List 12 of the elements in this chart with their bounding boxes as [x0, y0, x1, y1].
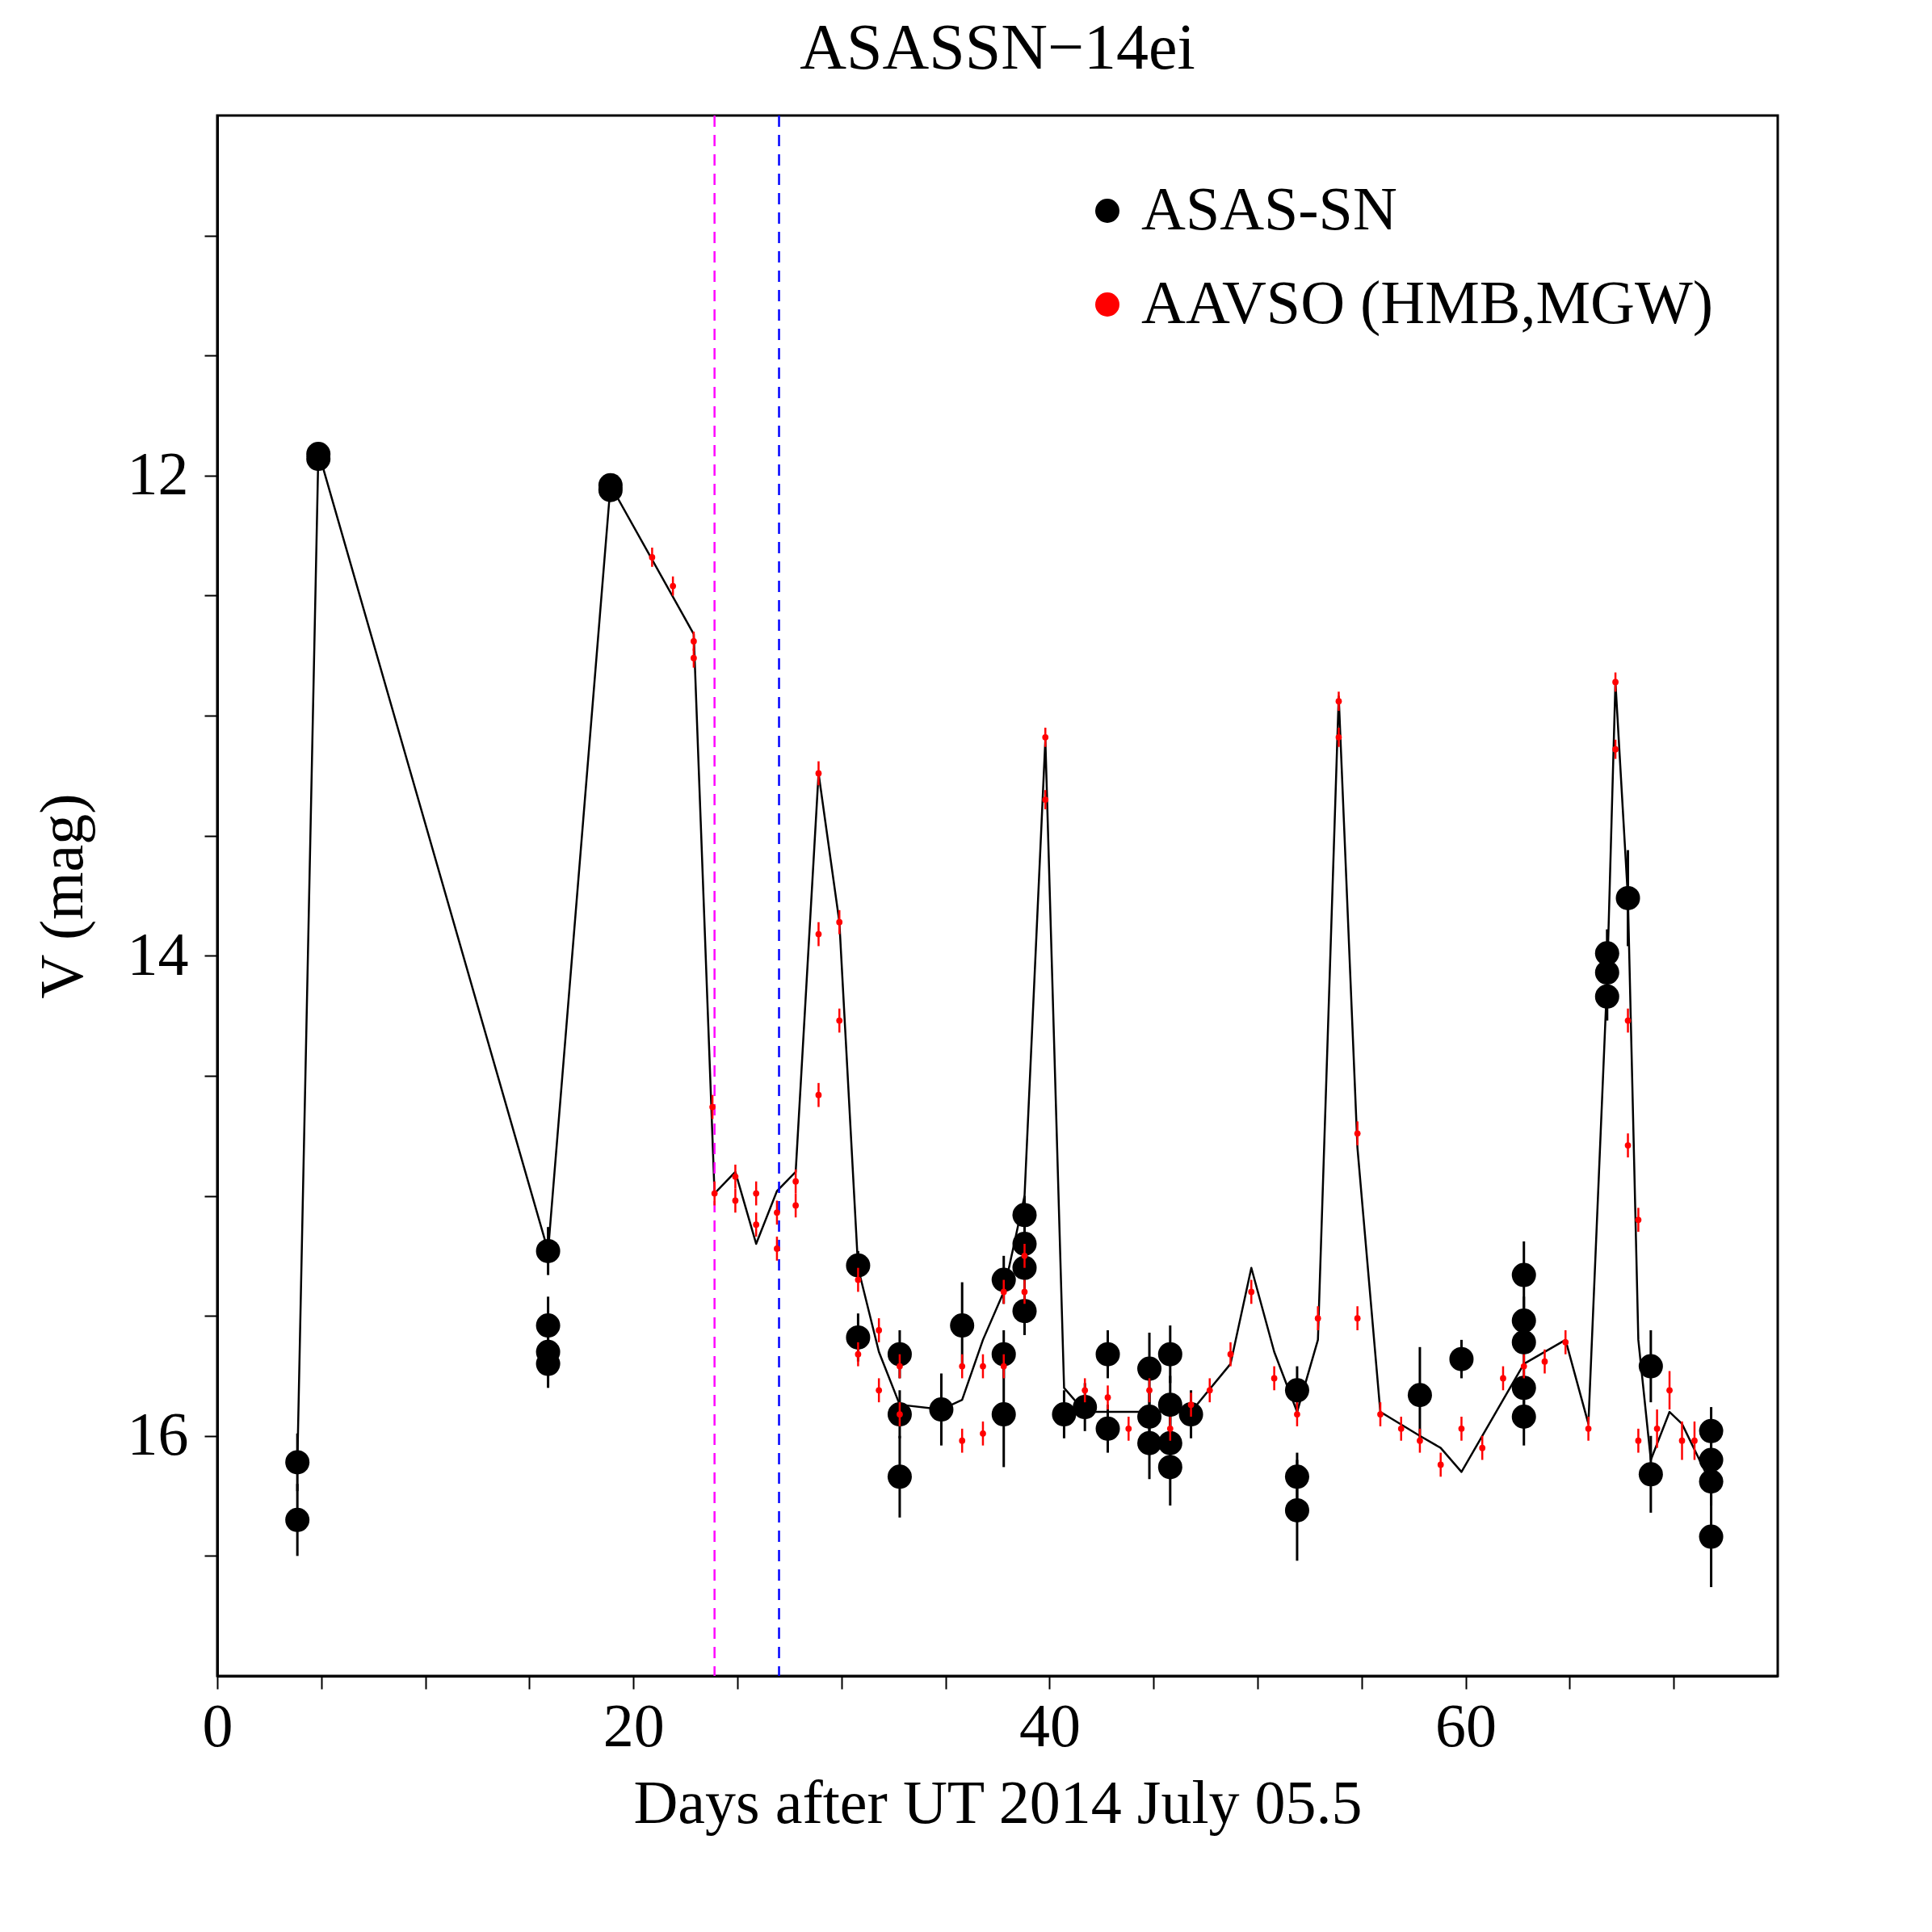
- y-tick-label: 16: [127, 1400, 189, 1468]
- x-axis-title: Days after UT 2014 July 05.5: [633, 1767, 1363, 1836]
- y-tick-label: 14: [127, 919, 189, 988]
- x-tick-label: 0: [202, 1690, 233, 1759]
- x-tick-label: 20: [603, 1690, 665, 1759]
- x-tick-label: 40: [1018, 1690, 1081, 1759]
- chart-title: ASASSN−14ei: [800, 10, 1195, 82]
- y-axis-title: V (mag): [27, 793, 96, 999]
- legend-label: AAVSO (HMB,MGW): [1141, 268, 1713, 337]
- x-tick-label: 60: [1435, 1690, 1497, 1759]
- legend-label: ASAS-SN: [1141, 174, 1397, 242]
- y-tick-label: 12: [127, 439, 189, 508]
